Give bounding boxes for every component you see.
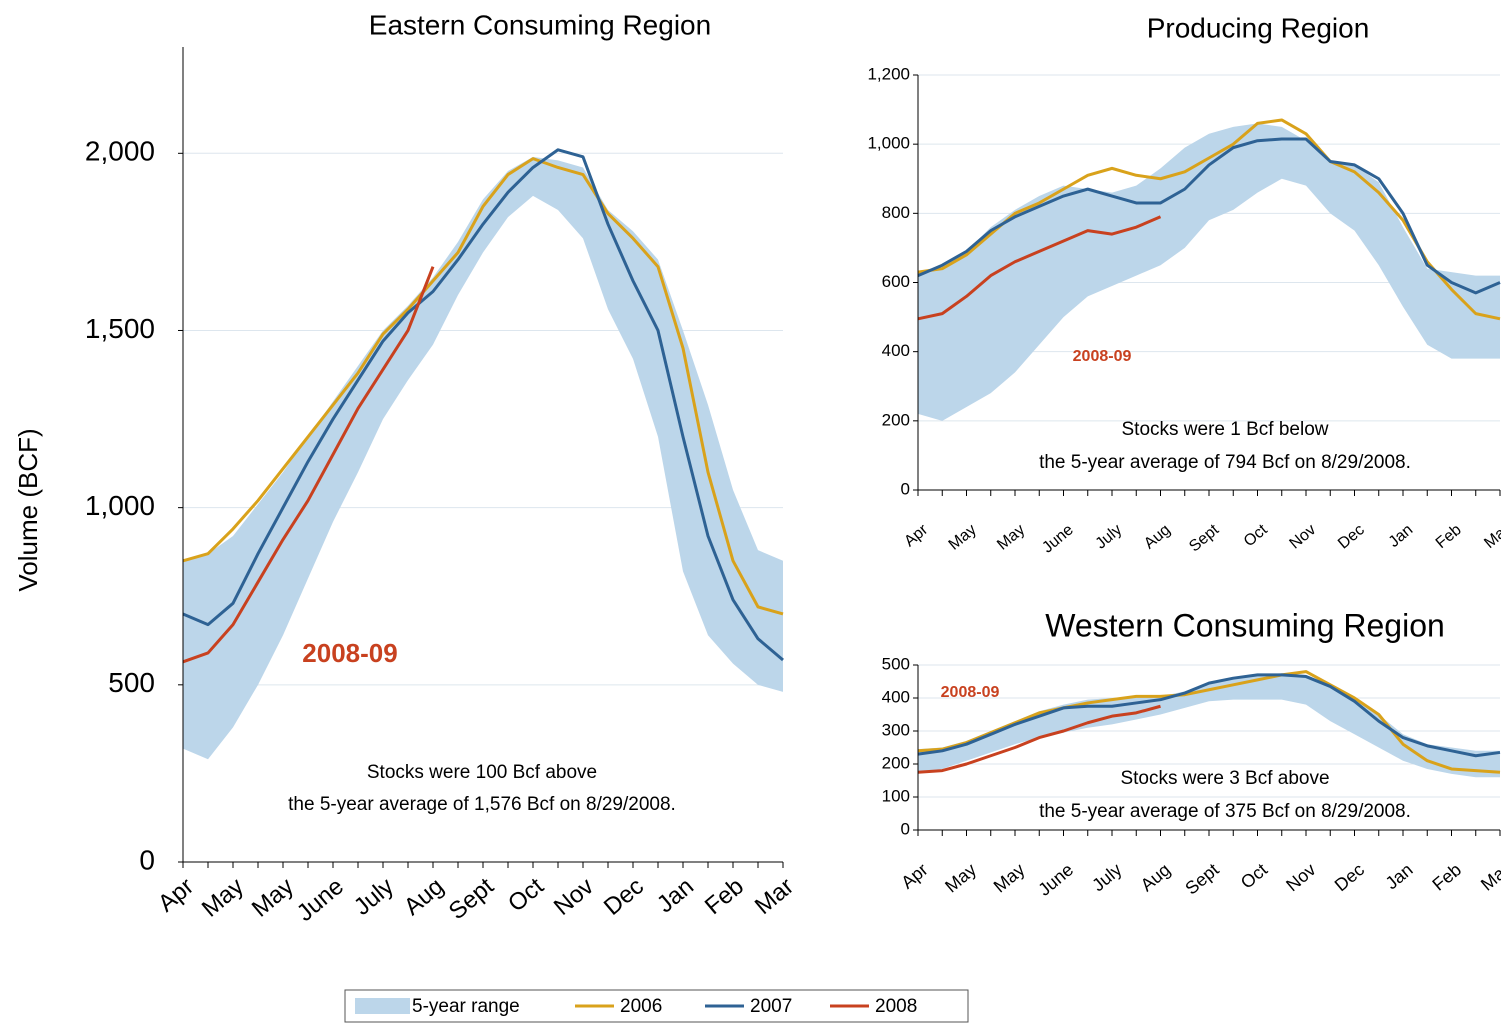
y-tick-label: 400	[882, 341, 910, 360]
x-tick-label: May	[946, 521, 980, 553]
legend-label: 2006	[620, 996, 662, 1017]
x-tick-label: June	[1034, 859, 1077, 899]
y-tick-label: 2,000	[85, 136, 155, 167]
series-line	[917, 215, 1162, 321]
x-tick-label: July	[1093, 521, 1126, 552]
x-tick-label: Feb	[700, 873, 749, 920]
series-line	[182, 266, 435, 664]
x-tick-label: May	[994, 521, 1028, 553]
x-tick-label: Aug	[1141, 521, 1174, 552]
y-tick-label: 0	[901, 479, 910, 498]
x-tick-label: June	[1039, 521, 1077, 556]
x-tick-label: July	[1088, 859, 1125, 895]
x-tick-label: July	[349, 873, 399, 921]
series-line	[917, 673, 1501, 758]
x-tick-label: Dec	[1331, 859, 1368, 895]
annotation: the 5-year average of 375 Bcf on 8/29/20…	[1039, 801, 1411, 822]
series-line	[182, 148, 784, 662]
x-tick-label: Jan	[652, 873, 699, 919]
x-tick-label: Feb	[1428, 859, 1465, 894]
y-tick-label: 1,500	[85, 313, 155, 344]
x-tick-label: Oct	[1237, 859, 1271, 892]
series-line	[917, 118, 1501, 321]
x-tick-label: Nov	[549, 873, 599, 921]
annotation: Stocks were 1 Bcf below	[1122, 419, 1329, 440]
y-tick-label: 300	[882, 720, 910, 739]
y-tick-label: 200	[882, 753, 910, 772]
x-tick-label: May	[247, 873, 299, 923]
y-tick-label: 0	[139, 844, 155, 875]
series-label: 2008-09	[941, 684, 1000, 701]
chart-title: Eastern Consuming Region	[369, 9, 711, 40]
legend-swatch	[355, 998, 410, 1014]
y-tick-label: 500	[882, 654, 910, 673]
y-tick-label: 1,200	[867, 64, 910, 83]
series-line	[917, 670, 1501, 774]
series-line	[917, 137, 1501, 295]
x-tick-label: May	[941, 859, 980, 896]
x-tick-label: Jan	[1382, 859, 1417, 893]
y-tick-label: 1,000	[867, 134, 910, 153]
legend-label: 2008	[875, 996, 917, 1017]
x-tick-label: Mar	[1477, 859, 1501, 894]
x-tick-label: Aug	[1137, 859, 1174, 895]
y-tick-label: 100	[882, 786, 910, 805]
annotation: Stocks were 3 Bcf above	[1120, 768, 1329, 789]
y-tick-label: 500	[108, 667, 155, 698]
x-tick-label: Mar	[750, 873, 799, 920]
x-tick-label: June	[292, 873, 349, 927]
series-label: 2008-09	[1073, 348, 1132, 365]
range-area	[918, 123, 1500, 421]
y-tick-label: 1,000	[85, 490, 155, 521]
x-tick-label: Dec	[1335, 521, 1368, 552]
x-tick-label: Apr	[897, 859, 931, 892]
range-area	[183, 156, 783, 760]
legend-label: 2007	[750, 996, 792, 1017]
x-tick-label: Oct	[1241, 521, 1271, 550]
x-tick-label: Apr	[153, 873, 199, 918]
x-tick-label: Sept	[1186, 521, 1223, 556]
x-tick-label: Sept	[1181, 859, 1222, 898]
annotation: the 5-year average of 1,576 Bcf on 8/29/…	[288, 794, 676, 815]
chart-title: Producing Region	[1147, 12, 1370, 43]
y-tick-label: 400	[882, 687, 910, 706]
x-tick-label: Mar	[1481, 521, 1501, 552]
x-tick-label: Apr	[901, 521, 932, 550]
legend-label: 5-year range	[412, 996, 520, 1017]
x-tick-label: Oct	[503, 873, 549, 918]
x-tick-label: Sept	[444, 873, 499, 926]
chart-title: Western Consuming Region	[1045, 607, 1445, 643]
y-tick-label: 600	[882, 272, 910, 291]
x-tick-label: Dec	[599, 873, 649, 921]
annotation: the 5-year average of 794 Bcf on 8/29/20…	[1039, 452, 1411, 473]
x-tick-label: May	[197, 873, 249, 923]
series-line	[182, 157, 784, 616]
x-tick-label: Nov	[1287, 521, 1320, 552]
x-tick-label: Aug	[399, 873, 449, 921]
y-tick-label: 0	[901, 819, 910, 838]
annotation: Stocks were 100 Bcf above	[367, 762, 597, 783]
series-label: 2008-09	[302, 638, 397, 668]
x-tick-label: Feb	[1433, 521, 1465, 552]
x-tick-label: Nov	[1282, 859, 1319, 895]
x-tick-label: May	[990, 859, 1029, 896]
y-tick-label: 800	[882, 203, 910, 222]
y-axis-label: Volume (BCF)	[13, 428, 43, 591]
series-line	[917, 704, 1161, 774]
y-tick-label: 200	[882, 410, 910, 429]
x-tick-label: Jan	[1386, 521, 1417, 551]
